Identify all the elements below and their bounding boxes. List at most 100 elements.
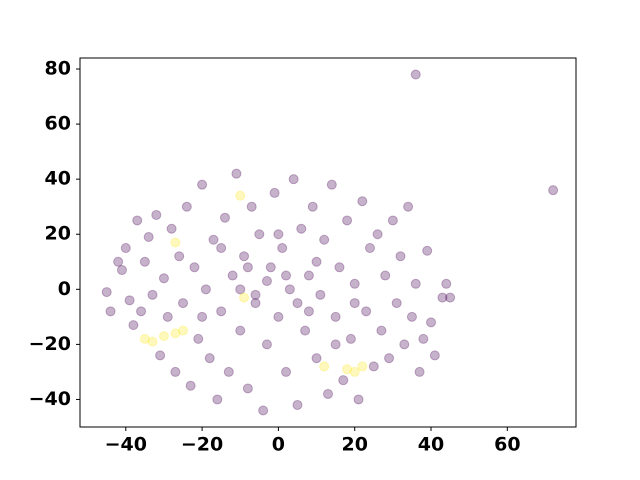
point bbox=[197, 179, 208, 190]
point bbox=[242, 383, 253, 394]
point bbox=[361, 306, 372, 317]
point bbox=[414, 366, 425, 377]
point bbox=[166, 223, 177, 234]
point bbox=[235, 284, 246, 295]
point bbox=[239, 292, 250, 303]
point bbox=[281, 270, 292, 281]
point bbox=[120, 243, 131, 254]
point bbox=[250, 298, 261, 309]
point bbox=[311, 353, 322, 364]
point bbox=[437, 292, 448, 303]
point bbox=[319, 234, 330, 245]
point bbox=[330, 311, 341, 322]
point bbox=[116, 265, 127, 276]
x-tick-label: 20 bbox=[341, 434, 367, 456]
point bbox=[357, 361, 368, 372]
point bbox=[155, 350, 166, 361]
point bbox=[323, 388, 333, 399]
point bbox=[368, 361, 379, 372]
point bbox=[158, 331, 169, 342]
point bbox=[216, 243, 227, 254]
point bbox=[178, 325, 189, 336]
point bbox=[113, 256, 124, 267]
point bbox=[303, 306, 314, 317]
point bbox=[349, 298, 360, 309]
point bbox=[548, 185, 559, 196]
point bbox=[380, 270, 391, 281]
point bbox=[319, 361, 330, 372]
point bbox=[296, 223, 307, 234]
point bbox=[261, 276, 272, 287]
point bbox=[273, 229, 284, 240]
point bbox=[216, 306, 227, 317]
point bbox=[242, 262, 253, 273]
point bbox=[342, 215, 353, 226]
point bbox=[303, 270, 314, 281]
y-tick-label: 20 bbox=[45, 223, 71, 245]
point bbox=[353, 394, 364, 405]
point bbox=[246, 201, 257, 212]
point bbox=[219, 212, 230, 223]
point bbox=[288, 174, 299, 185]
point bbox=[231, 168, 242, 179]
point bbox=[189, 262, 200, 273]
x-tick-label: 40 bbox=[418, 434, 444, 456]
y-tick-label: −20 bbox=[29, 333, 71, 355]
point bbox=[410, 69, 421, 80]
point bbox=[269, 187, 280, 198]
point bbox=[273, 311, 284, 322]
point bbox=[212, 394, 223, 405]
y-tick-label: 60 bbox=[45, 113, 71, 135]
point bbox=[261, 339, 272, 350]
point bbox=[136, 306, 147, 317]
point bbox=[307, 201, 318, 212]
x-tick-label: 60 bbox=[494, 434, 520, 456]
point bbox=[315, 289, 326, 300]
point bbox=[338, 375, 349, 386]
x-tick-label: −20 bbox=[181, 434, 223, 456]
point bbox=[139, 333, 150, 344]
point bbox=[342, 364, 353, 375]
point bbox=[235, 325, 246, 336]
point bbox=[426, 317, 437, 328]
y-tick-label: 0 bbox=[58, 278, 71, 300]
point bbox=[403, 201, 414, 212]
point bbox=[143, 231, 154, 242]
point bbox=[223, 366, 234, 377]
point bbox=[349, 278, 360, 289]
y-tick-label: 40 bbox=[45, 168, 71, 190]
point bbox=[235, 190, 246, 201]
point bbox=[174, 251, 185, 262]
x-tick-label: −40 bbox=[105, 434, 147, 456]
point bbox=[349, 366, 360, 377]
point bbox=[429, 350, 440, 361]
point bbox=[132, 215, 143, 226]
plot-frame bbox=[79, 57, 577, 428]
point bbox=[162, 311, 173, 322]
point bbox=[227, 270, 238, 281]
y-tick-label: −40 bbox=[29, 388, 71, 410]
point bbox=[105, 306, 116, 317]
point bbox=[391, 298, 402, 309]
point bbox=[300, 325, 311, 336]
point bbox=[151, 209, 162, 220]
point bbox=[422, 245, 433, 256]
point bbox=[250, 289, 261, 300]
point bbox=[170, 366, 181, 377]
point bbox=[281, 366, 292, 377]
point bbox=[197, 311, 208, 322]
point bbox=[185, 380, 196, 391]
point bbox=[387, 215, 398, 226]
point bbox=[357, 196, 368, 207]
point bbox=[292, 399, 303, 410]
point bbox=[204, 353, 215, 364]
point bbox=[158, 273, 169, 284]
point bbox=[170, 237, 181, 248]
point bbox=[128, 320, 139, 331]
point bbox=[193, 333, 204, 344]
point bbox=[258, 405, 269, 416]
point bbox=[418, 333, 429, 344]
point bbox=[139, 256, 150, 267]
y-tick-label: 80 bbox=[45, 58, 71, 80]
